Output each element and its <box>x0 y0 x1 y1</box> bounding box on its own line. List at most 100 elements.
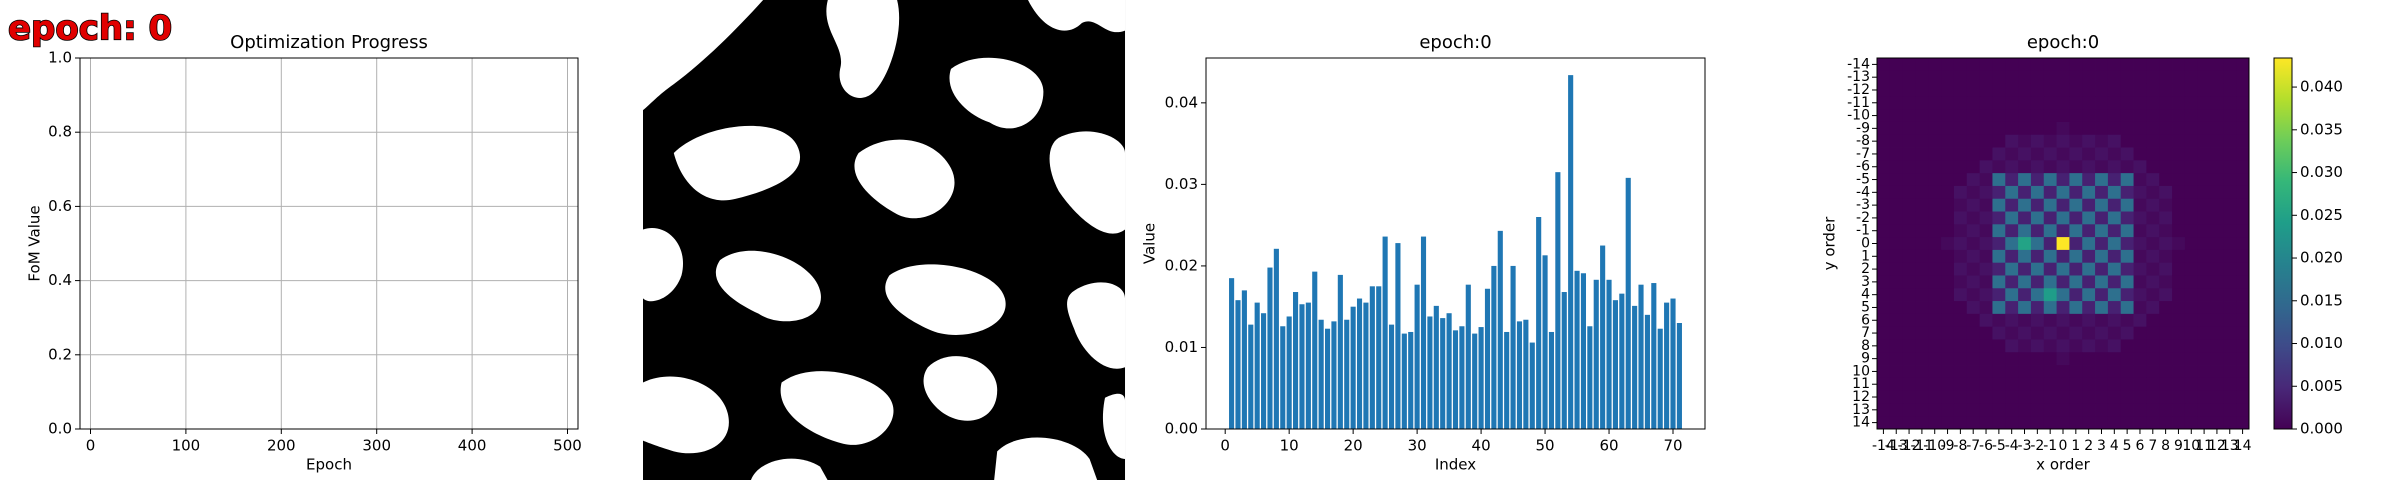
bar <box>1305 302 1311 429</box>
heatmap-cell <box>2069 224 2083 238</box>
x-tick-label: 1 <box>2071 438 2080 454</box>
bar <box>1664 302 1670 429</box>
heatmap-cell <box>1941 83 1955 97</box>
heatmap-cell <box>1928 70 1942 84</box>
heatmap-cell <box>1966 173 1981 187</box>
heatmap-cell <box>2107 339 2122 353</box>
bar <box>1574 270 1580 429</box>
heatmap-cell <box>2030 403 2045 417</box>
heatmap-cell <box>2210 70 2224 84</box>
heatmap-cell <box>1889 211 1904 225</box>
heatmap-cell <box>2095 185 2109 200</box>
x-tick-label: 11 <box>2195 438 2213 454</box>
heatmap-cell <box>2069 288 2083 302</box>
heatmap-cell <box>1915 121 1929 136</box>
heatmap-cell <box>1941 185 1955 200</box>
heatmap-cell <box>1992 326 2006 340</box>
heatmap-cell <box>2172 109 2186 123</box>
heatmap-cell <box>2018 198 2032 212</box>
heatmap-cell <box>1928 339 1942 353</box>
heatmap-cell <box>1992 109 2006 123</box>
heatmap-cell <box>1889 313 1904 328</box>
heatmap-cell <box>2056 416 2070 430</box>
heatmap-cell <box>2056 249 2070 264</box>
heatmap-cell <box>2056 313 2070 328</box>
heatmap-cell <box>1915 377 1929 392</box>
heatmap-cell <box>2172 211 2186 225</box>
heatmap-cell <box>2082 70 2096 84</box>
heatmap-cell <box>2223 224 2237 238</box>
axes-frame <box>79 57 579 430</box>
y-tick-label: 0 <box>1861 236 1870 252</box>
heatmap-cell <box>1915 224 1929 238</box>
heatmap-cell <box>2236 134 2250 148</box>
heatmap-cell <box>2005 275 2019 289</box>
colorbar-tick-label: 0.040 <box>2300 78 2343 96</box>
heatmap-cell <box>2043 58 2057 72</box>
heatmap-cell <box>2223 262 2237 276</box>
heatmap-cell <box>2069 96 2083 110</box>
heatmap-cell <box>2159 173 2173 187</box>
heatmap-cell <box>2184 109 2199 123</box>
bar <box>1286 316 1292 429</box>
heatmap-cell <box>2082 237 2096 251</box>
x-tick-label: 5 <box>2123 438 2132 454</box>
heatmap-cell <box>1915 109 1929 123</box>
heatmap-cell <box>2133 275 2147 289</box>
bar <box>1504 331 1510 429</box>
heatmap-cell <box>2236 390 2250 404</box>
heatmap-cell <box>2095 147 2109 161</box>
heatmap-cell <box>2069 198 2083 212</box>
heatmap-cell <box>1941 249 1955 264</box>
heatmap-cell <box>2069 326 2083 340</box>
bar <box>1452 330 1459 429</box>
x-tick-label: 0 <box>2059 438 2068 454</box>
heatmap-cell <box>1889 237 1904 251</box>
x-tick-label: 0 <box>86 437 96 455</box>
heatmap-cell <box>2107 160 2122 174</box>
heatmap-cell <box>2120 249 2134 264</box>
heatmap-cell <box>2184 224 2199 238</box>
heatmap-cell <box>2172 416 2186 430</box>
x-tick-label: -7 <box>1966 438 1980 454</box>
y-tick-label: -8 <box>1856 133 1870 149</box>
heatmap-cell <box>2236 403 2250 417</box>
heatmap-cell <box>2223 275 2237 289</box>
heatmap-cell <box>2146 288 2160 302</box>
heatmap-cell <box>1928 134 1942 148</box>
heatmap-cell <box>2159 313 2173 328</box>
heatmap-cell <box>1966 313 1981 328</box>
y-tick-label: -11 <box>1847 95 1870 111</box>
heatmap-cell <box>1902 134 1916 148</box>
heatmap-cell <box>1928 83 1942 97</box>
heatmap-cell <box>1953 403 1968 417</box>
heatmap-cell <box>2159 134 2173 148</box>
heatmap-cell <box>1992 339 2006 353</box>
bar <box>1542 255 1548 429</box>
heatmap-cell <box>2082 262 2096 276</box>
heatmap-cell <box>2043 147 2057 161</box>
heatmap-cell <box>2069 249 2083 264</box>
bar <box>1593 279 1599 429</box>
heatmap-cell <box>2236 237 2250 251</box>
y-tick-label: -7 <box>1856 146 1870 162</box>
y-tick-label: 0.02 <box>1165 256 1198 274</box>
heatmap-cell <box>2197 96 2211 110</box>
heatmap-cell <box>2005 365 2019 379</box>
heatmap-cell <box>1953 134 1968 148</box>
heatmap-cell <box>2146 237 2160 251</box>
heatmap-cell <box>1902 326 1916 340</box>
bar <box>1376 286 1382 429</box>
heatmap-cell <box>2210 109 2224 123</box>
heatmap-cell <box>1979 262 1993 276</box>
heatmap-cell <box>2005 339 2019 353</box>
heatmap-cell <box>2043 198 2057 212</box>
heatmap-cell <box>2146 134 2160 148</box>
bar <box>1299 304 1305 429</box>
heatmap-cell <box>2133 147 2147 161</box>
heatmap-cell <box>1966 390 1981 404</box>
heatmap-cell <box>1941 352 1955 366</box>
heatmap-cell <box>1915 96 1929 110</box>
heatmap-cell <box>2184 121 2199 136</box>
heatmap-cell <box>1966 352 1981 366</box>
